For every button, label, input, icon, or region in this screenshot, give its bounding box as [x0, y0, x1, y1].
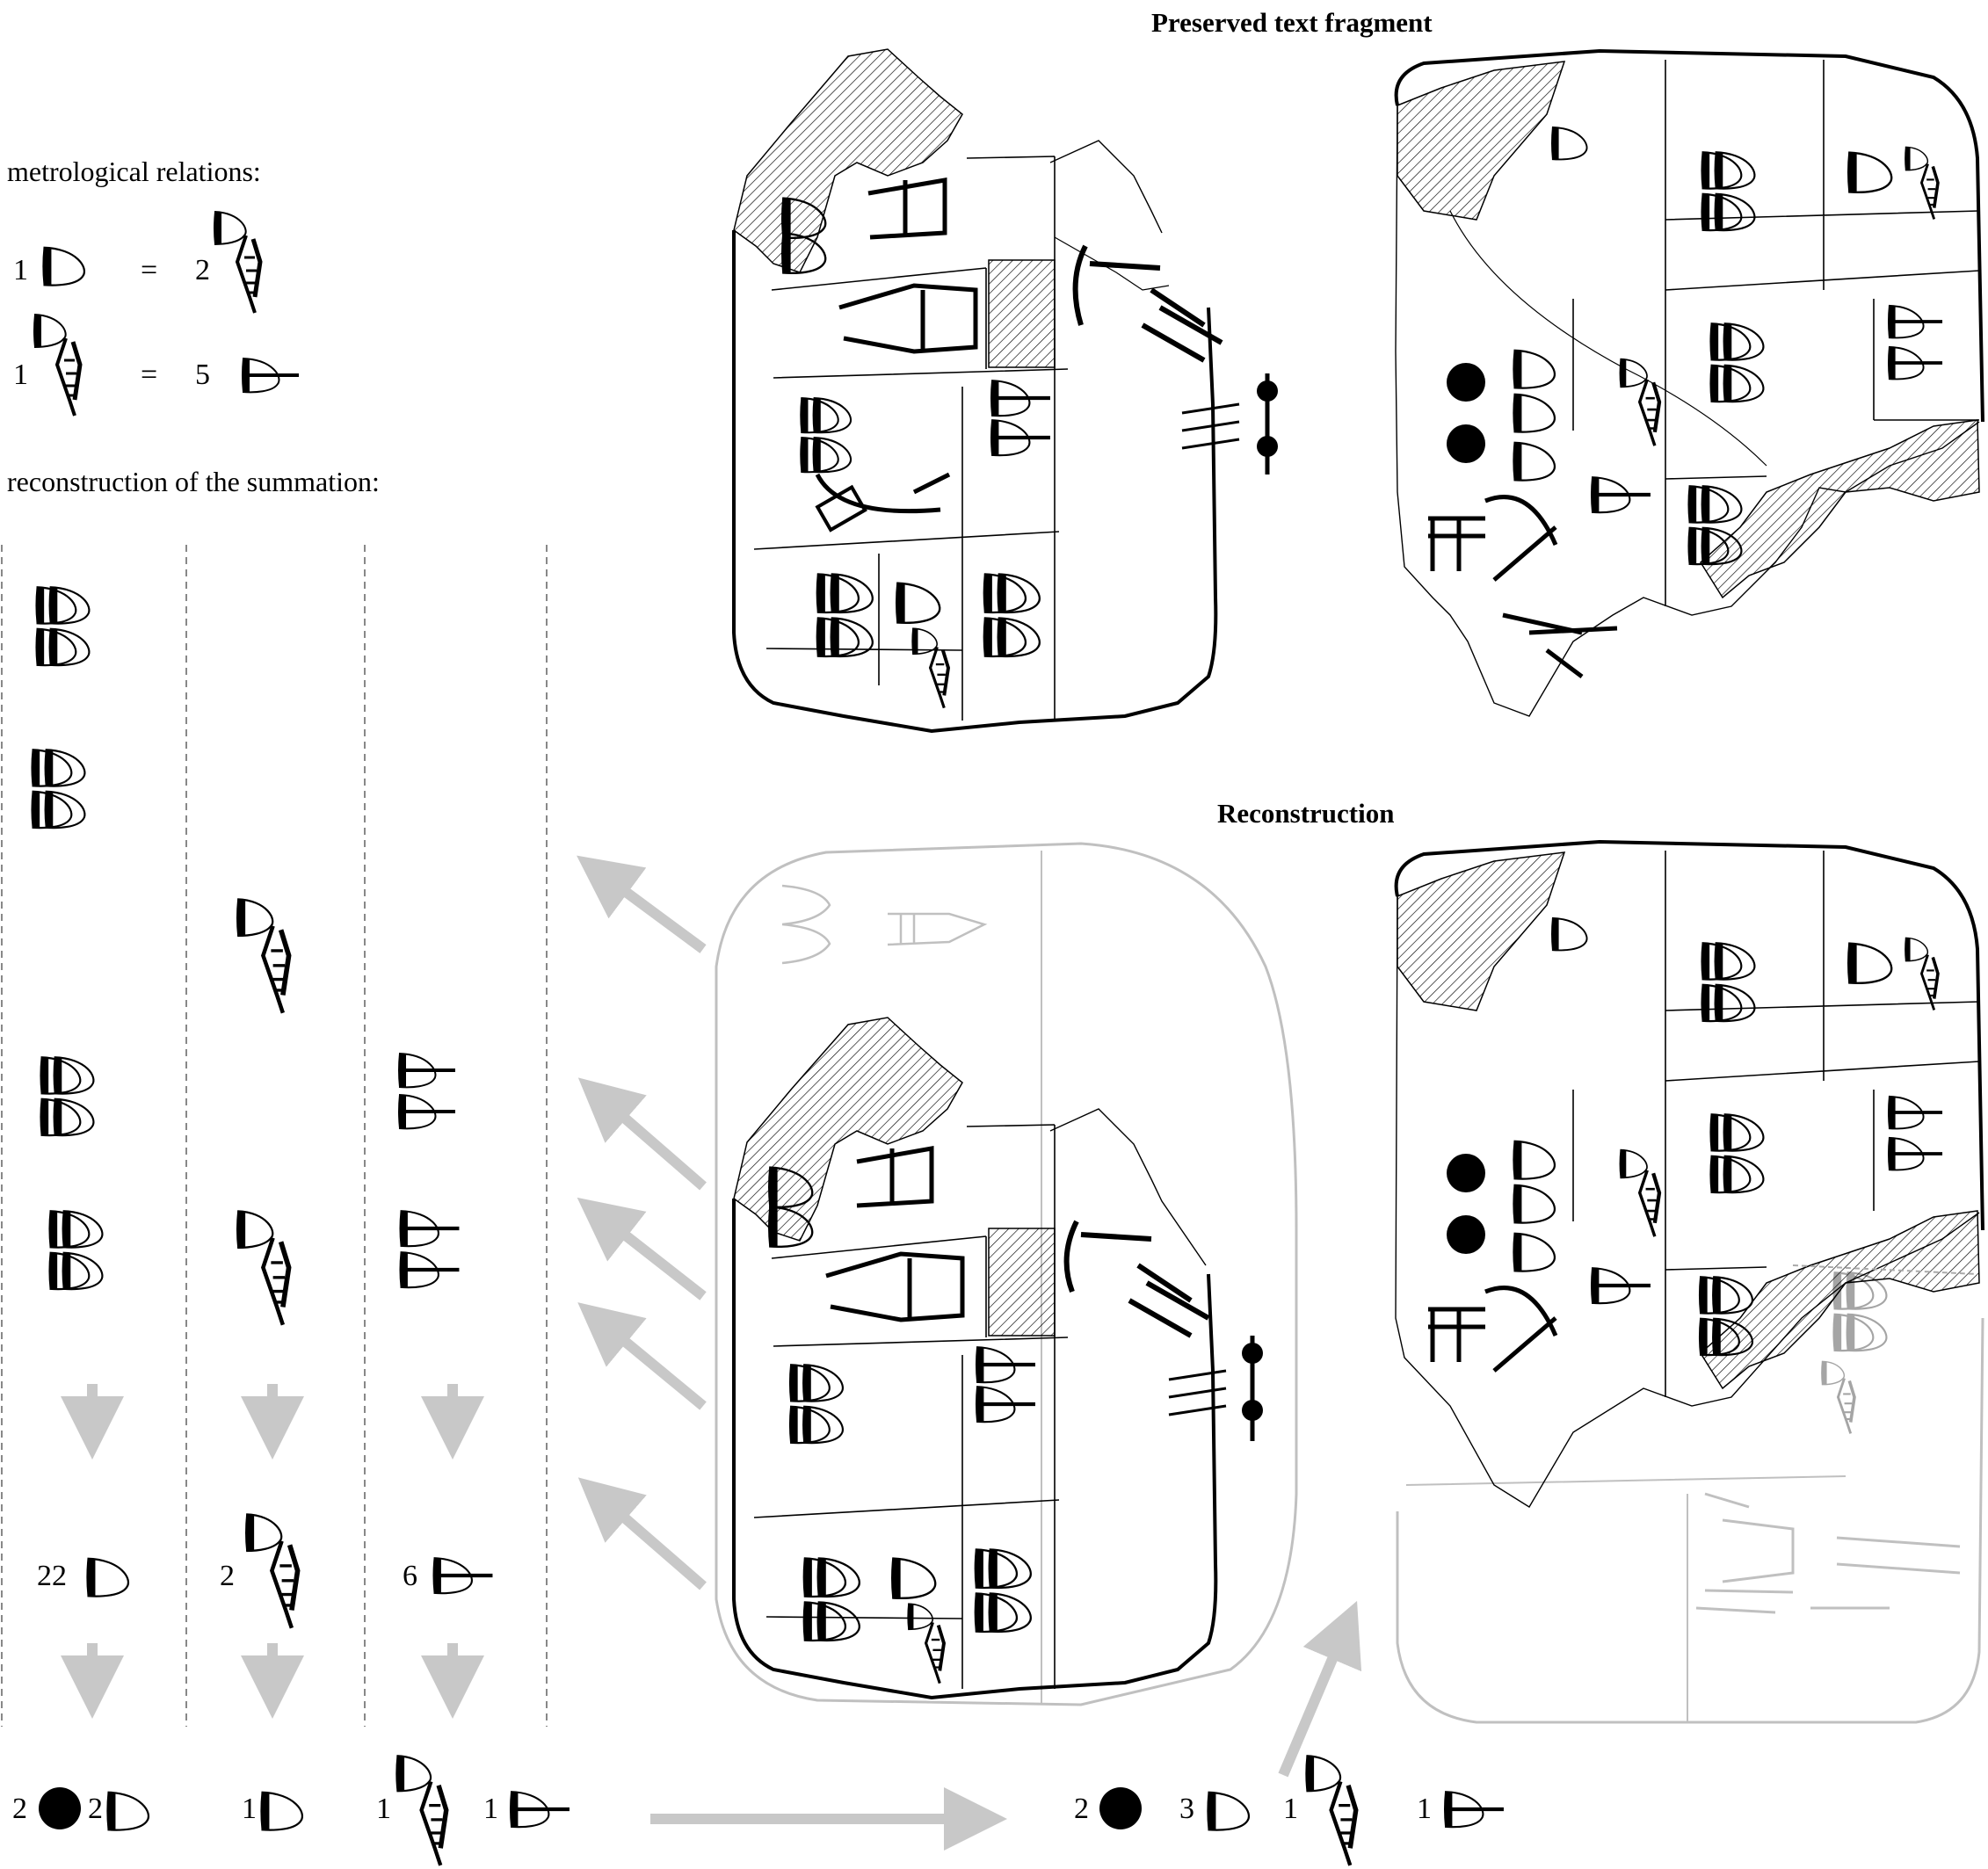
tablet-signs — [780, 177, 1278, 708]
numeral-D-sign — [85, 1557, 130, 1597]
numeral-circle-sign — [39, 1787, 81, 1829]
final-count-2: 3 — [1179, 1793, 1194, 1825]
metrology-row2-left-count: 1 — [13, 359, 28, 391]
numeral-circle-sign — [1099, 1787, 1142, 1829]
result-count-1: 2 — [12, 1793, 27, 1825]
metrology-row1-left-count: 1 — [13, 254, 28, 286]
result-count-5: 1 — [483, 1793, 498, 1825]
metrology-title: metrological relations: — [7, 156, 261, 187]
numeral-compound-sign — [33, 315, 80, 416]
summation-arrows — [61, 855, 1362, 1851]
tablet-signs-c — [1428, 916, 1944, 1434]
preserved-tablet-obverse — [703, 48, 1218, 738]
metrology-row2-equals: = — [141, 359, 158, 391]
preserved-heading: Preserved text fragment — [1151, 7, 1433, 38]
result-count-4: 1 — [376, 1793, 391, 1825]
final-count-1: 2 — [1074, 1793, 1089, 1825]
tablet-signs-d — [766, 1146, 1263, 1684]
metrology-row1-equals: = — [141, 254, 158, 286]
final-count-4: 1 — [1417, 1793, 1432, 1825]
final-count-3: 1 — [1283, 1793, 1298, 1825]
reconstructed-tablet-reverse — [1394, 839, 1984, 1724]
metrology-row1-right-count: 2 — [195, 254, 210, 286]
numeral-compound-sign — [214, 212, 260, 313]
summation-column-guides — [1, 545, 548, 1727]
result-count-2: 2 — [88, 1793, 103, 1825]
subtotal-col2: 2 — [220, 1560, 235, 1592]
subtotal-col3: 6 — [403, 1560, 417, 1592]
summation-title: reconstruction of the summation: — [7, 466, 380, 497]
numeral-dotted-sign — [240, 357, 301, 395]
subtotal-col1: 22 — [37, 1560, 67, 1592]
reconstruction-heading: Reconstruction — [1217, 798, 1395, 829]
preserved-tablet-reverse — [1394, 48, 1984, 717]
metrology-row2-right-count: 5 — [195, 359, 210, 391]
result-signs — [39, 1756, 1504, 1865]
numeral-D-sign — [41, 246, 86, 286]
reconstructed-tablet-obverse — [715, 842, 1298, 1706]
tablet-signs-b — [1428, 126, 1944, 678]
summation-signs — [31, 587, 492, 1628]
result-count-3: 1 — [242, 1793, 257, 1825]
metrology-signs — [33, 212, 301, 416]
